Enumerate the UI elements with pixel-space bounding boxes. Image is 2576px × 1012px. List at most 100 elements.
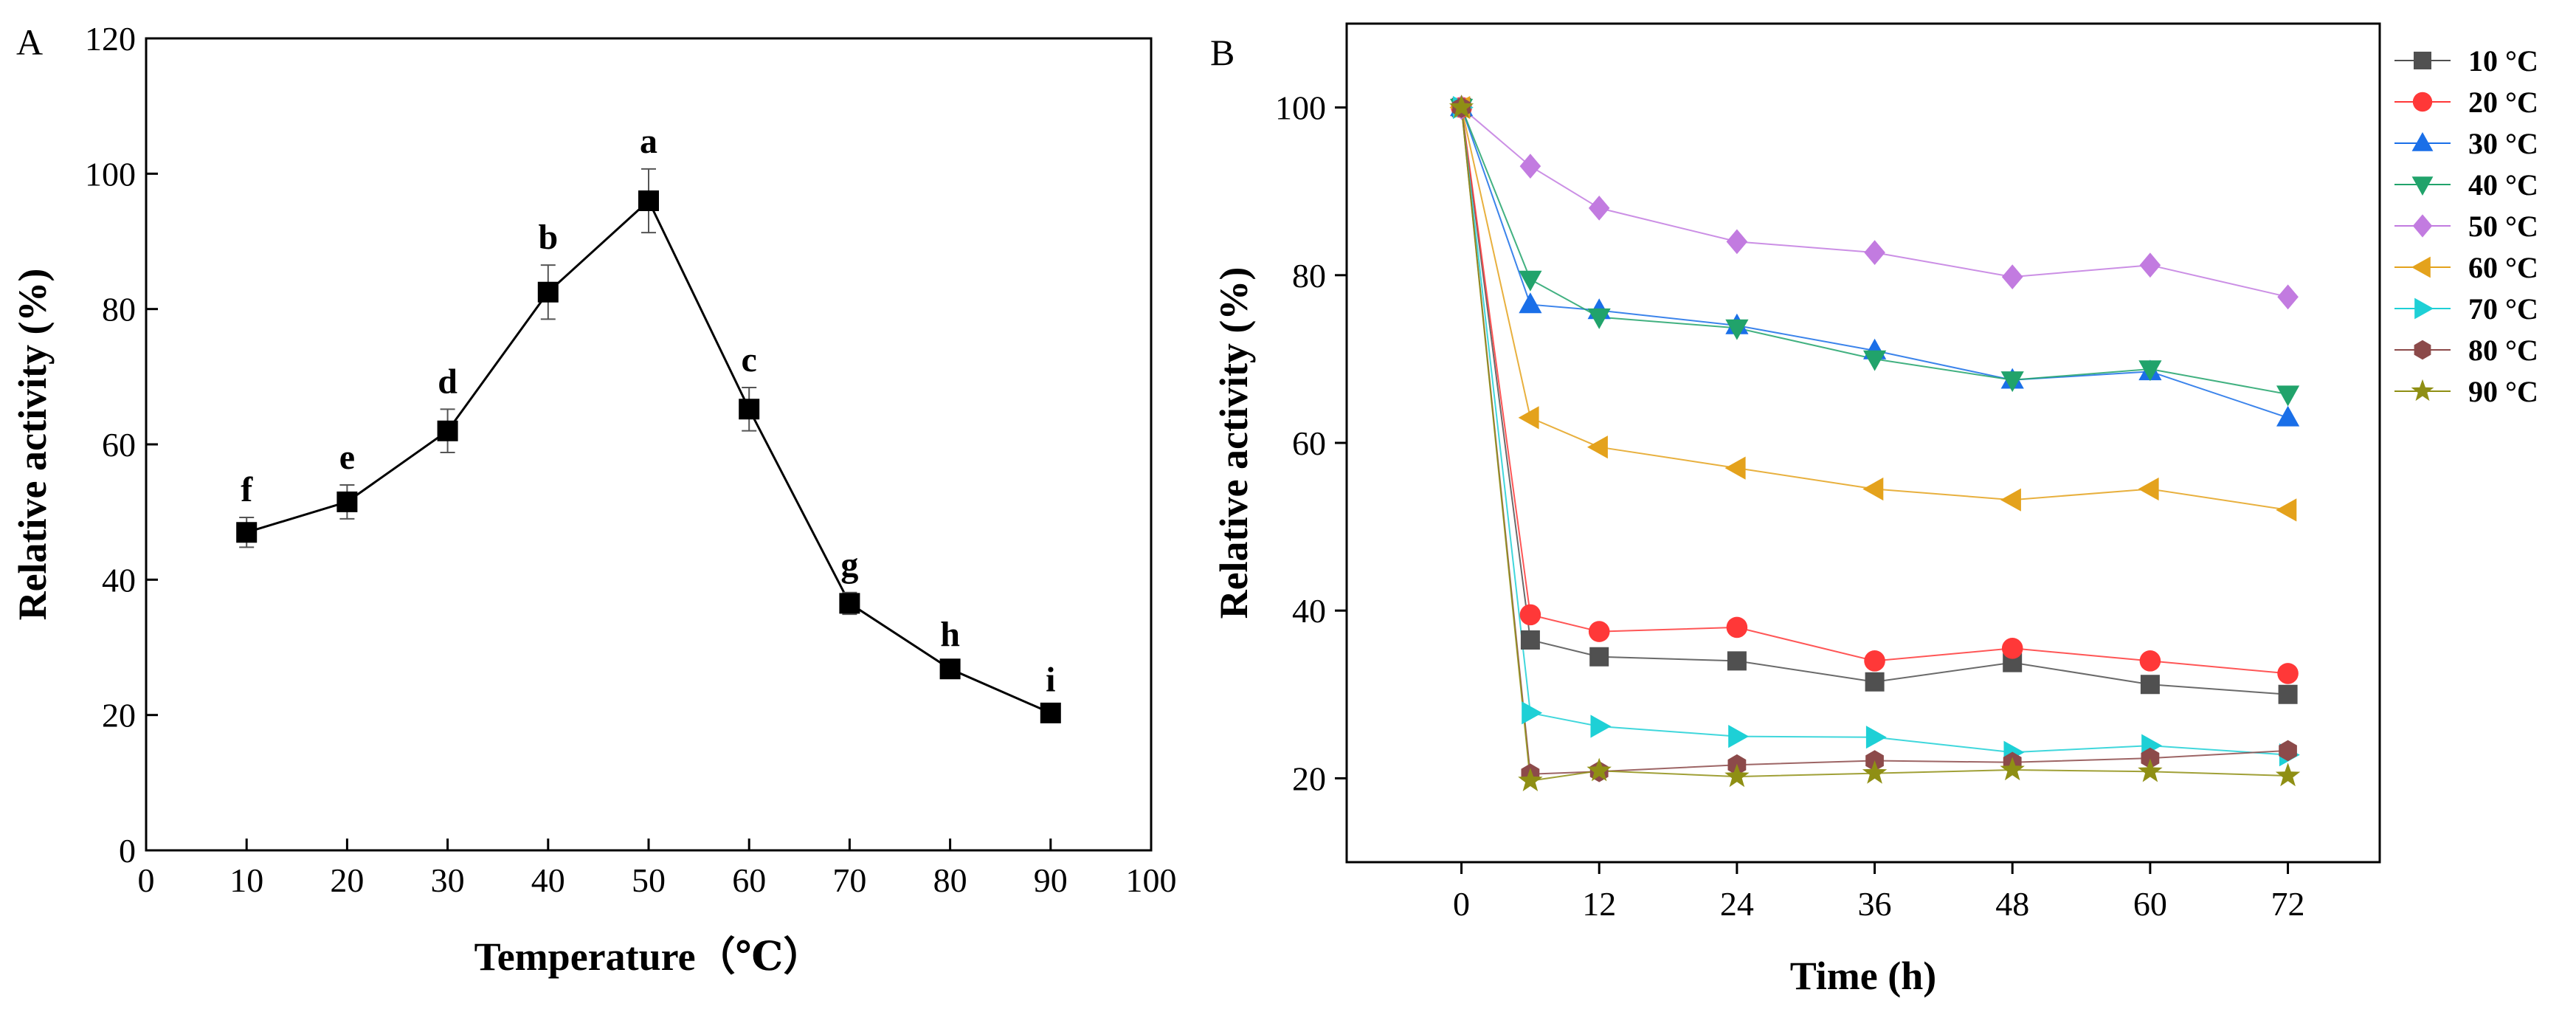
panel-b-data-point	[1865, 672, 1885, 692]
panel-b-data-point	[2000, 757, 2025, 781]
panel-b-data-point	[2279, 740, 2297, 762]
panel-b-legend: 10 °C 20 °C 30 °C 40 °C 50 °C 60 °C 70 °C 80 °C…	[2394, 44, 2538, 408]
panel-a-significance-label: d	[438, 362, 457, 401]
panel-b-data-point	[2277, 663, 2299, 684]
panel-b-x-tick-label: 48	[1995, 885, 2029, 923]
panel-b-data-point	[1522, 701, 1543, 725]
panel-a-x-tick-label: 0	[138, 861, 155, 899]
panel-b-data-point	[2278, 684, 2298, 704]
panel-a-x-tick-label: 90	[1034, 861, 1068, 899]
panel-b-series-line	[1460, 107, 2288, 775]
panel-b-data-point	[2140, 675, 2160, 695]
panel-a-data-point	[537, 281, 559, 303]
panel-b-data-point	[2000, 488, 2021, 512]
panel-b-data-point	[1520, 630, 1540, 650]
panel-b-data-point	[1865, 726, 1887, 749]
panel-b-data-point	[1519, 270, 1542, 292]
panel-b-data-point	[1519, 604, 1541, 626]
panel-a-y-tick-label: 0	[119, 832, 136, 870]
panel-b-data-point	[2277, 284, 2299, 310]
panel-a-ticks: 0 10 20 30 40 50 60 70 80 90 100 0 20 40 60 80 100 120	[85, 20, 1177, 899]
panel-b-data-point	[1587, 308, 1611, 329]
panel-a-y-tick-label: 60	[102, 426, 136, 464]
panel-b-data-point	[1724, 456, 1746, 480]
panel-b-data-point	[1862, 760, 1888, 784]
panel-b-data-point	[1725, 319, 1749, 340]
panel-a-significance-label: f	[241, 470, 253, 509]
panel-a-data-point	[939, 658, 961, 680]
panel-b-x-tick-label: 72	[2271, 885, 2305, 923]
panel-b-data-point	[2276, 498, 2297, 522]
panel-b-marks	[1448, 94, 2301, 791]
panel-b-series-line	[1460, 107, 2288, 695]
panel-a-y-axis-title: Relative activity (%)	[10, 269, 55, 621]
panel-b-data-point	[1864, 240, 1885, 265]
panel-b-data-point	[1590, 715, 1612, 738]
legend-marker	[2414, 52, 2431, 69]
panel-b-x-tick-label: 36	[1858, 885, 1892, 923]
panel-b-data-point	[2141, 747, 2160, 769]
panel-b-x-axis-title: Time (h)	[1790, 954, 1937, 998]
panel-b-data-point	[1726, 229, 1748, 255]
panel-b-data-point	[1726, 616, 1748, 638]
panel-a-significance-label: h	[940, 615, 960, 654]
panel-b-data-point	[2001, 638, 2023, 659]
panel-a: A 0 10 20 30 40 50 60 70 80 90 100020406080100120 …	[10, 20, 1177, 979]
panel-a-significance-label: c	[742, 340, 757, 379]
panel-b-x-tick-label: 0	[1453, 885, 1470, 923]
panel-b-series-line	[1460, 107, 2288, 511]
panel-a-x-tick-label: 50	[632, 861, 666, 899]
panel-b-data-point	[2138, 360, 2162, 382]
panel-a-data-point	[437, 420, 458, 441]
panel-b-data-point	[2139, 650, 2161, 672]
panel-a-significance-label: b	[538, 218, 558, 257]
panel-b-y-tick-label: 20	[1292, 760, 1326, 797]
panel-b-data-point	[1586, 757, 1612, 782]
panel-b-data-point	[2138, 477, 2159, 501]
legend-marker	[2412, 214, 2433, 238]
panel-b-data-point	[1724, 763, 1750, 788]
legend-label: 40 °C	[2468, 168, 2538, 202]
panel-b-y-tick-label: 80	[1292, 257, 1326, 295]
panel-b-data-point	[1728, 725, 1750, 748]
panel-b-data-point	[2139, 252, 2161, 278]
panel-a-data-point	[1040, 702, 1061, 723]
panel-b-plot-frame	[1345, 22, 2381, 864]
panel-b-series-line	[1460, 106, 2288, 298]
panel-a-data-point	[839, 593, 860, 614]
panel-a-y-tick-label: 120	[85, 20, 136, 58]
panel-b-data-point	[1518, 406, 1539, 430]
panel-a-x-tick-label: 70	[832, 861, 866, 899]
panel-a-series-line	[246, 199, 1052, 715]
panel-b-data-point	[1862, 477, 1884, 501]
panel-a-x-tick-label: 100	[1126, 861, 1177, 899]
panel-b-data-point	[1589, 647, 1609, 667]
legend-label: 20 °C	[2468, 86, 2538, 119]
panel-a-y-tick-label: 40	[102, 561, 136, 599]
panel-b-data-point	[1727, 651, 1747, 671]
panel-b-data-point	[1518, 768, 1543, 791]
panel-a-significance-label: g	[840, 545, 858, 585]
panel-b-data-point	[2001, 264, 2023, 289]
panel-b-ticks: 0 12 24 36 48 60 72 20 40 60 80 100	[1275, 89, 2305, 923]
panel-b-y-axis-title: Relative activity (%)	[1212, 267, 1256, 619]
panel-a-y-tick-label: 80	[102, 291, 136, 328]
panel-a-x-tick-label: 20	[330, 861, 364, 899]
panel-b-data-point	[2275, 763, 2301, 787]
panel-b-series-line	[1460, 107, 2288, 396]
panel-a-x-tick-label: 40	[531, 861, 565, 899]
panel-b-series-line	[1460, 107, 2288, 756]
legend-marker	[2414, 297, 2434, 320]
panel-b-data-point	[1863, 350, 1887, 371]
panel-b-data-point	[1519, 292, 1542, 314]
panel-b-data-point	[1519, 154, 1541, 179]
panel-b-data-point	[2276, 385, 2300, 407]
panel-a-x-tick-label: 60	[732, 861, 766, 899]
panel-a-data-point	[638, 190, 659, 211]
panel-a-x-tick-label: 80	[933, 861, 967, 899]
panel-a-data-point	[739, 399, 760, 420]
legend-marker	[2411, 176, 2434, 196]
panel-a-y-tick-label: 20	[102, 697, 136, 734]
legend-label: 50 °C	[2468, 210, 2538, 243]
